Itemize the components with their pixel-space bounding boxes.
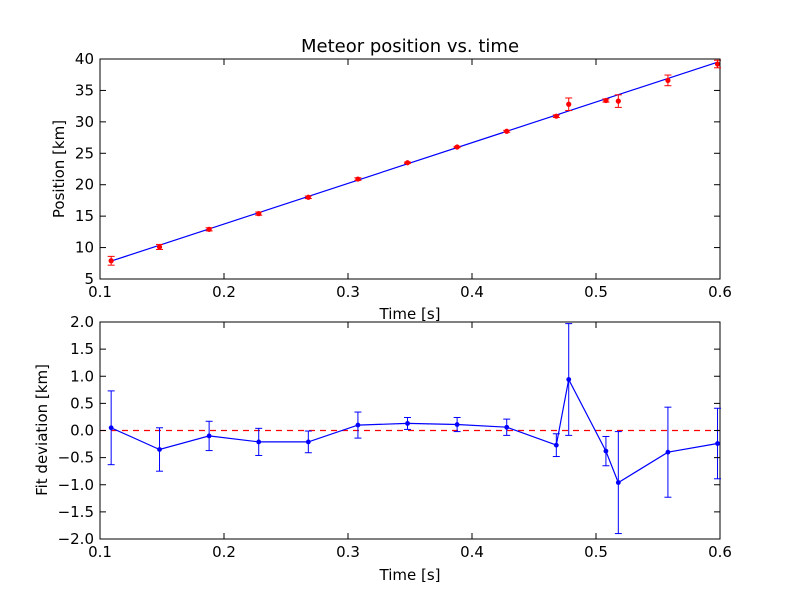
deviation-y-tick-label: −1.0	[58, 476, 94, 494]
deviation-data-point	[615, 480, 621, 485]
deviation-x-tick-label: 0.3	[336, 543, 360, 561]
deviation-data-point	[157, 447, 162, 452]
position-data-point	[206, 226, 212, 232]
position-y-tick-label: 35	[75, 81, 94, 99]
deviation-data-point	[405, 421, 410, 426]
position-data-point	[714, 61, 721, 67]
position-y-tick-label: 20	[75, 176, 94, 194]
deviation-y-tick-label: 0.0	[70, 422, 94, 440]
deviation-x-tick-label: 0.1	[88, 543, 112, 561]
position-x-tick-label: 0.2	[212, 283, 236, 301]
deviation-data-point	[206, 433, 212, 439]
position-data-point	[404, 160, 411, 166]
deviation-y-axis-label: Fit deviation [km]	[33, 364, 51, 496]
deviation-data-point	[553, 442, 559, 448]
position-y-tick-label: 5	[84, 270, 94, 288]
position-y-tick-label: 15	[75, 207, 94, 225]
deviation-data-point	[108, 425, 114, 431]
position-chart: Meteor position vs. time 0.1 0.2 0.3 0.4 0.5…	[50, 36, 732, 323]
deviation-y-tick-label: 1.0	[70, 367, 94, 385]
deviation-x-tick-label: 0.6	[708, 543, 732, 561]
position-data-point	[454, 144, 460, 150]
position-data-point	[603, 97, 609, 104]
position-data-point	[355, 176, 361, 182]
deviation-data-point	[504, 424, 510, 430]
deviation-chart: 0.1 0.2 0.3 0.4 0.5 0.6 −2.0 −1.5 −1.0 −0.5 0.0 0.5…	[33, 313, 732, 584]
position-data-point	[615, 98, 621, 104]
deviation-data-point	[665, 449, 671, 455]
deviation-y-tick-label: −0.5	[58, 449, 94, 467]
position-data-point	[156, 244, 163, 250]
deviation-x-tick-label: 0.5	[584, 543, 608, 561]
position-y-axis-label: Position [km]	[50, 120, 68, 218]
deviation-data-point	[305, 439, 311, 445]
position-x-tick-label: 0.3	[336, 283, 360, 301]
deviation-data-point	[603, 448, 609, 454]
deviation-y-tick-label: 2.0	[70, 313, 94, 331]
deviation-data-point	[355, 422, 361, 428]
chart-title: Meteor position vs. time	[301, 36, 519, 57]
deviation-data-point	[715, 441, 720, 446]
deviation-data-point	[256, 439, 262, 445]
deviation-x-tick-label: 0.4	[460, 543, 484, 561]
position-data-point	[256, 211, 262, 217]
deviation-y-tick-label: −1.5	[58, 503, 94, 521]
position-data-point	[665, 77, 671, 83]
position-x-tick-label: 0.5	[584, 283, 608, 301]
position-data-point	[566, 101, 572, 107]
position-x-tick-label: 0.6	[708, 283, 732, 301]
deviation-x-tick-label: 0.2	[212, 543, 236, 561]
position-data-point	[305, 194, 311, 200]
deviation-y-tick-label: 1.5	[70, 340, 94, 358]
position-y-tick-label: 25	[75, 144, 94, 162]
deviation-data-point	[454, 422, 460, 427]
deviation-y-tick-label: 0.5	[70, 394, 94, 412]
deviation-y-tick-label: −2.0	[58, 530, 94, 548]
position-x-axis-label: Time [s]	[379, 305, 441, 323]
position-x-tick-label: 0.4	[460, 283, 484, 301]
position-data-point	[108, 258, 114, 264]
position-data-point	[504, 128, 510, 134]
position-y-tick-label: 10	[75, 239, 94, 257]
position-data-point	[553, 113, 559, 119]
position-y-tick-label: 40	[75, 50, 94, 68]
deviation-data-point	[566, 377, 572, 382]
deviation-x-axis-label: Time [s]	[379, 566, 441, 584]
position-x-tick-label: 0.1	[88, 283, 112, 301]
position-y-tick-label: 30	[75, 113, 94, 131]
